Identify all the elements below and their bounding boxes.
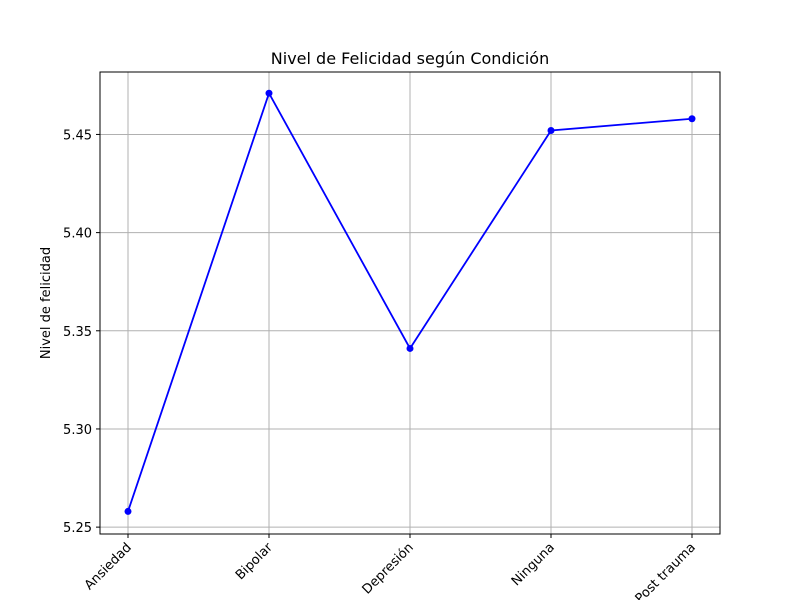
data-point (265, 89, 273, 97)
grid (100, 72, 720, 534)
data-point (124, 507, 132, 515)
y-tick-label: 5.30 (63, 423, 92, 438)
x-axis-ticks: Ansiedad Bipolar Depresión Ninguna Post trau… (82, 534, 699, 600)
plot-frame (99, 71, 721, 535)
data-point (688, 115, 696, 123)
y-tick-label: 5.45 (63, 128, 92, 143)
x-tick-label: Post trauma (633, 540, 699, 600)
data-point (547, 127, 555, 135)
x-tick-label: Depresión (360, 540, 417, 597)
y-axis-ticks: 5.25 5.30 5.35 5.40 5.45 (63, 128, 100, 536)
series-group (124, 89, 696, 515)
y-tick-label: 5.40 (63, 227, 92, 242)
y-tick-label: 5.25 (63, 521, 92, 536)
y-tick-label: 5.35 (63, 325, 92, 340)
chart-title: Nivel de Felicidad según Condición (271, 49, 549, 68)
x-tick-label: Ninguna (509, 540, 558, 589)
data-point (406, 344, 414, 352)
y-axis-label: Nivel de felicidad (39, 247, 54, 359)
x-tick-label: Bipolar (233, 540, 276, 583)
x-tick-label: Ansiedad (82, 540, 135, 593)
